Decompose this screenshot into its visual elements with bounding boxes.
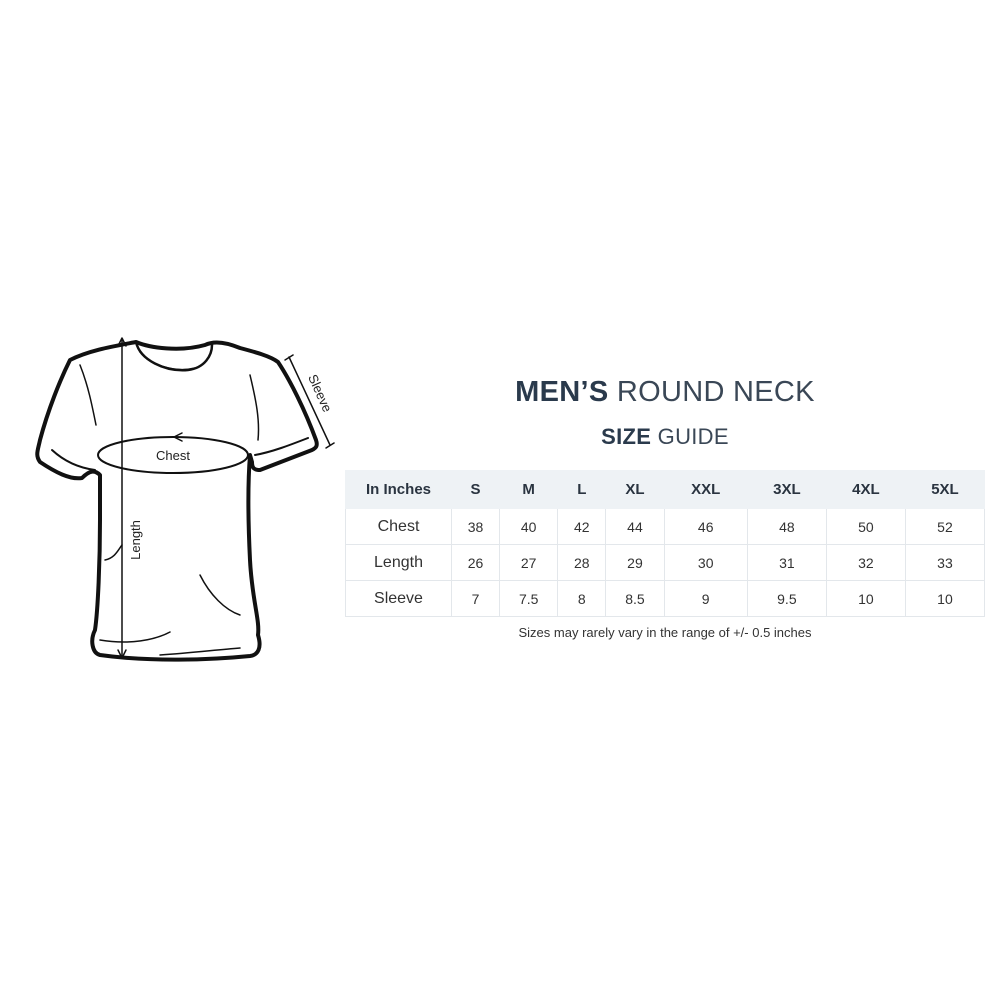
column-header: L [557,470,607,509]
table-cell: 31 [746,544,827,581]
table-cell: 50 [825,508,906,545]
table-cell: 8.5 [605,580,665,617]
table-row: Sleeve 7 7.5 8 8.5 9 9.5 10 10 [345,580,986,617]
column-header: M [499,470,559,509]
column-header: 5XL [904,470,986,509]
row-label: Sleeve [345,580,452,617]
row-label: Length [345,544,452,581]
table-cell: 33 [904,544,986,581]
column-header: 3XL [746,470,827,509]
table-row: Chest 38 40 42 44 46 48 50 52 [345,508,986,545]
column-header: In Inches [345,470,452,509]
chest-label: Chest [156,448,190,463]
length-label: Length [128,520,143,560]
table-row: Length 26 27 28 29 30 31 32 33 [345,544,986,581]
table-cell: 7 [450,580,501,617]
row-label: Chest [345,508,452,545]
table-cell: 29 [605,544,665,581]
sleeve-label: Sleeve [305,372,335,414]
column-header: XXL [663,470,748,509]
table-cell: 52 [904,508,986,545]
title-light: ROUND NECK [616,376,815,408]
table-header-row: In Inches S M L XL XXL 3XL 4XL 5XL [345,470,986,509]
table-cell: 7.5 [499,580,559,617]
size-note: Sizes may rarely vary in the range of +/… [518,625,812,640]
subtitle-light: GUIDE [657,424,729,449]
table-cell: 48 [746,508,827,545]
table-cell: 9 [663,580,748,617]
column-header: 4XL [825,470,906,509]
column-header: XL [605,470,665,509]
title-bold: MEN’S [515,376,609,408]
table-cell: 10 [825,580,906,617]
table-cell: 10 [904,580,986,617]
table-cell: 38 [450,508,501,545]
table-cell: 46 [663,508,748,545]
table-cell: 9.5 [746,580,827,617]
table-cell: 40 [499,508,559,545]
table-cell: 26 [450,544,501,581]
table-cell: 44 [605,508,665,545]
shirt-outline [35,340,319,662]
table-cell: 8 [557,580,607,617]
table-cell: 30 [663,544,748,581]
table-cell: 28 [557,544,607,581]
subtitle-bold: SIZE [601,424,652,449]
column-header: S [450,470,501,509]
table-cell: 32 [825,544,906,581]
size-table: In Inches S M L XL XXL 3XL 4XL 5XL Chest 38 40 42 44… [345,470,986,617]
page-subtitle: SIZE GUIDE [345,424,985,450]
page-title: MEN’S ROUND NECK [345,376,985,409]
table-cell: 27 [499,544,559,581]
table-cell: 42 [557,508,607,545]
tshirt-diagram: Chest Length Sleeve [35,337,335,662]
